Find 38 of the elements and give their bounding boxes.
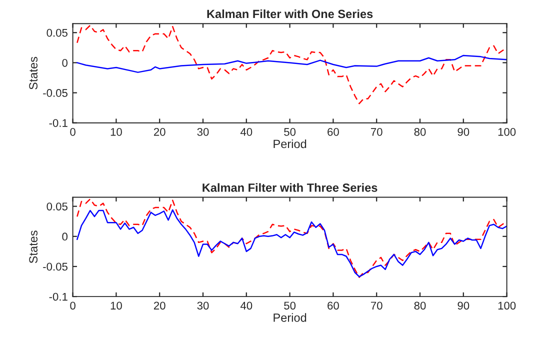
y-tick-label: 0 bbox=[62, 232, 68, 241]
x-tick-label: 0 bbox=[70, 302, 76, 310]
x-tick-label: 30 bbox=[197, 302, 209, 310]
x-tick-label: 20 bbox=[154, 128, 166, 136]
line-series bbox=[76, 54, 507, 73]
x-tick-label: 0 bbox=[70, 128, 76, 136]
x-tick-label: 90 bbox=[458, 302, 470, 310]
x-tick-label: 60 bbox=[328, 302, 339, 310]
x-axis-title: Period bbox=[274, 313, 306, 322]
x-tick-label: 70 bbox=[370, 128, 382, 136]
x-tick-label: 40 bbox=[240, 302, 252, 310]
chart-title: Kalman Filter with Three Series bbox=[202, 183, 378, 192]
y-tick-label: 0.05 bbox=[46, 202, 68, 210]
y-tick-label: -0.05 bbox=[43, 262, 68, 271]
x-tick-label: 90 bbox=[458, 128, 470, 136]
line-series bbox=[76, 24, 507, 104]
x-tick-label: 80 bbox=[414, 128, 426, 136]
x-axis-title: Period bbox=[274, 139, 306, 148]
y-axis-title: States bbox=[29, 56, 38, 90]
y-tick-label: -0.1 bbox=[49, 119, 68, 127]
x-tick-label: 60 bbox=[328, 128, 339, 136]
x-tick-label: 20 bbox=[154, 302, 166, 310]
x-tick-label: 10 bbox=[110, 302, 122, 310]
x-tick-label: 100 bbox=[498, 302, 516, 310]
y-tick-label: 0 bbox=[62, 58, 68, 67]
x-tick-label: 80 bbox=[414, 302, 426, 310]
x-tick-label: 50 bbox=[284, 302, 296, 310]
y-tick-label: -0.05 bbox=[43, 89, 68, 97]
x-tick-label: 70 bbox=[370, 302, 382, 310]
x-tick-label: 30 bbox=[197, 128, 209, 136]
x-tick-label: 100 bbox=[498, 128, 516, 136]
x-tick-label: 40 bbox=[240, 128, 252, 136]
x-tick-label: 50 bbox=[284, 128, 296, 136]
y-axis-title: States bbox=[29, 230, 38, 264]
y-tick-label: 0.05 bbox=[46, 28, 68, 37]
y-tick-label: -0.1 bbox=[49, 292, 68, 301]
x-tick-label: 10 bbox=[110, 128, 122, 136]
chart-title: Kalman Filter with One Series bbox=[207, 9, 373, 18]
